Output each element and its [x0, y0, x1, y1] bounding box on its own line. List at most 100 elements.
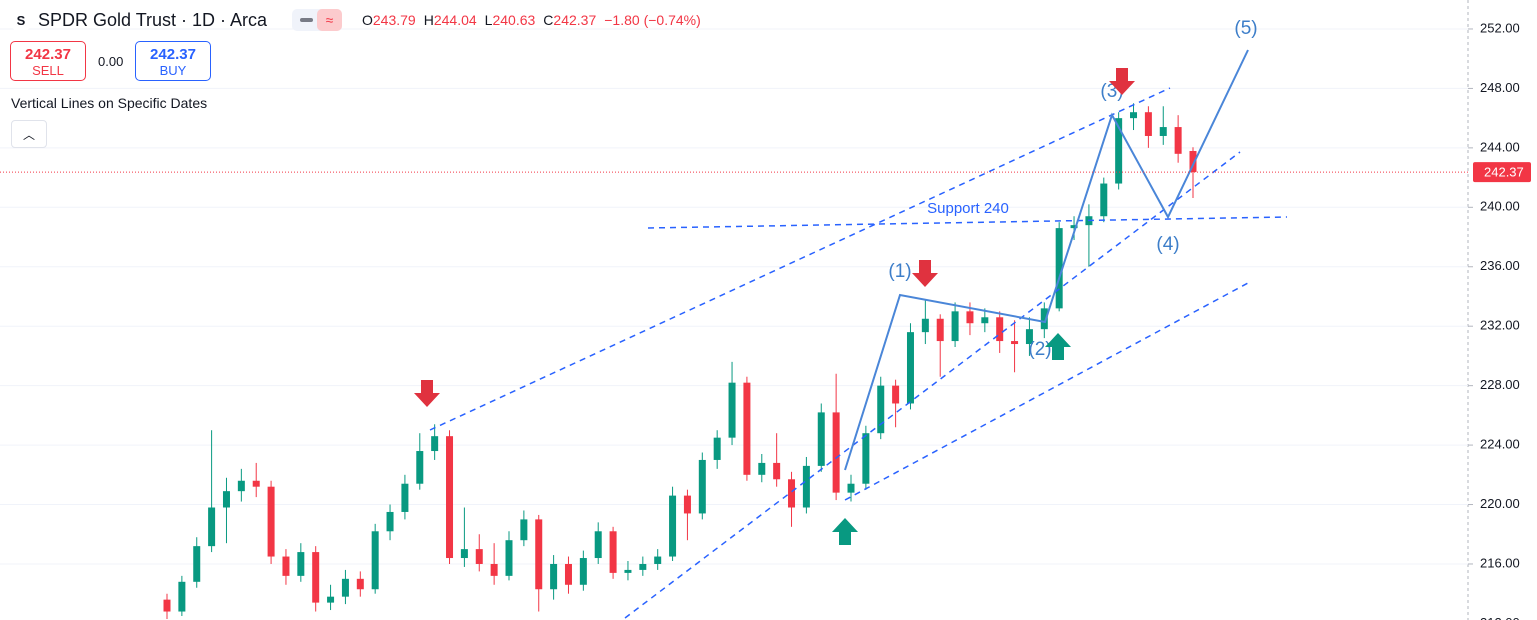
candle-body	[847, 483, 855, 493]
wave-label: (1)	[888, 261, 911, 282]
candle-body	[1100, 183, 1108, 217]
candle-body	[505, 540, 513, 576]
wave-label: (4)	[1156, 234, 1179, 255]
candle-body	[341, 578, 349, 597]
candle-body	[252, 480, 260, 487]
wave-label: (5)	[1234, 18, 1257, 39]
candle-body	[1130, 112, 1138, 119]
candle-body	[802, 465, 810, 508]
y-tick-label: 228.00	[1480, 377, 1520, 392]
candle-body	[951, 311, 959, 342]
spread: 0.00	[98, 54, 124, 69]
buy-price: 242.37	[150, 46, 196, 63]
candle-body	[639, 563, 647, 570]
sell-label: SELL	[32, 63, 64, 78]
candle-body	[624, 569, 632, 573]
sell-button[interactable]: 242.37 SELL	[10, 41, 86, 81]
ohlc-value: 242.37	[553, 12, 597, 28]
candle-body	[743, 382, 751, 475]
candle-body	[490, 563, 498, 576]
y-tick-label: 220.00	[1480, 496, 1520, 511]
y-tick-label: 216.00	[1480, 555, 1520, 570]
candle-body	[1025, 329, 1033, 345]
ohlc-key: O	[362, 12, 373, 28]
candle-body	[1189, 150, 1197, 173]
y-tick-label: 252.00	[1480, 20, 1520, 35]
candle-body	[386, 511, 394, 532]
candle-body	[832, 412, 840, 493]
candle-body	[996, 317, 1004, 342]
y-tick-label: 224.00	[1480, 437, 1520, 452]
indicator-name: Vertical Lines on Specific Dates	[11, 95, 208, 111]
y-tick-label: 236.00	[1480, 258, 1520, 273]
candle-body	[1115, 118, 1123, 184]
candle-body	[713, 437, 721, 460]
candle-body	[282, 556, 290, 576]
support-line	[647, 216, 1288, 229]
candle-body	[163, 599, 171, 612]
ohlc-value: 244.04	[433, 12, 477, 28]
candle-body	[431, 436, 439, 452]
candle-body	[936, 318, 944, 342]
candle-body	[817, 412, 825, 466]
candle-body	[1055, 228, 1063, 309]
buy-button[interactable]: 242.37 BUY	[135, 41, 211, 81]
up-arrow	[832, 518, 858, 545]
ohlc-key: C	[543, 12, 554, 28]
candle-body	[475, 549, 483, 564]
candle-body	[579, 558, 587, 585]
candle-body	[1070, 225, 1078, 229]
collapse-button[interactable]: ︿	[11, 120, 47, 148]
candle-body	[609, 531, 617, 573]
candle-body	[297, 552, 305, 576]
down-arrow	[912, 260, 938, 287]
candle-body	[446, 436, 454, 559]
wave-line	[844, 49, 1249, 471]
candle-body	[371, 531, 379, 590]
candle-body	[862, 433, 870, 484]
candle-body	[237, 480, 245, 492]
toggle[interactable]: ≈	[292, 9, 342, 31]
candle-body	[1144, 112, 1152, 136]
y-tick-label: 212.00	[1480, 615, 1520, 620]
down-arrow	[1109, 68, 1135, 95]
candle-body	[773, 462, 781, 480]
y-tick-label: 248.00	[1480, 80, 1520, 95]
trend-line	[624, 151, 1241, 619]
buy-label: BUY	[159, 63, 187, 78]
candle-body	[788, 479, 796, 508]
candle-body	[921, 318, 929, 333]
wave-label: (2)	[1028, 339, 1051, 360]
candle-body	[178, 581, 186, 612]
y-tick-label: 232.00	[1480, 318, 1520, 333]
price-marker-label: 242.37	[1484, 165, 1524, 180]
candle-body	[698, 459, 706, 514]
y-tick-label: 240.00	[1480, 199, 1520, 214]
candle-body	[193, 546, 201, 582]
candle-body	[728, 382, 736, 438]
candle-body	[758, 462, 766, 475]
symbol-icon: S	[10, 10, 32, 32]
ohlc-key: H	[423, 12, 434, 28]
candle-body	[594, 531, 602, 559]
candle-body	[906, 332, 914, 404]
candle-body	[401, 483, 409, 512]
candle-body	[222, 491, 230, 508]
symbol-title: SPDR Gold Trust · 1D · Arca	[38, 10, 268, 30]
candle-body	[1174, 127, 1182, 154]
candle-body	[1040, 308, 1048, 330]
candle-body	[981, 317, 989, 324]
candle-body	[356, 578, 364, 590]
candle-body	[892, 385, 900, 404]
candle-body	[460, 549, 468, 559]
candle-body	[564, 563, 572, 585]
candle-body	[1159, 127, 1167, 136]
ohlc-key: L	[484, 12, 493, 28]
candle-body	[550, 563, 558, 590]
ohlc: O243.79 H244.04 L240.63 C242.37 −1.80 (−0.74…	[362, 12, 701, 28]
candle-body	[312, 552, 320, 603]
ohlc-value: 243.79	[372, 12, 416, 28]
trend-line	[429, 87, 1171, 431]
